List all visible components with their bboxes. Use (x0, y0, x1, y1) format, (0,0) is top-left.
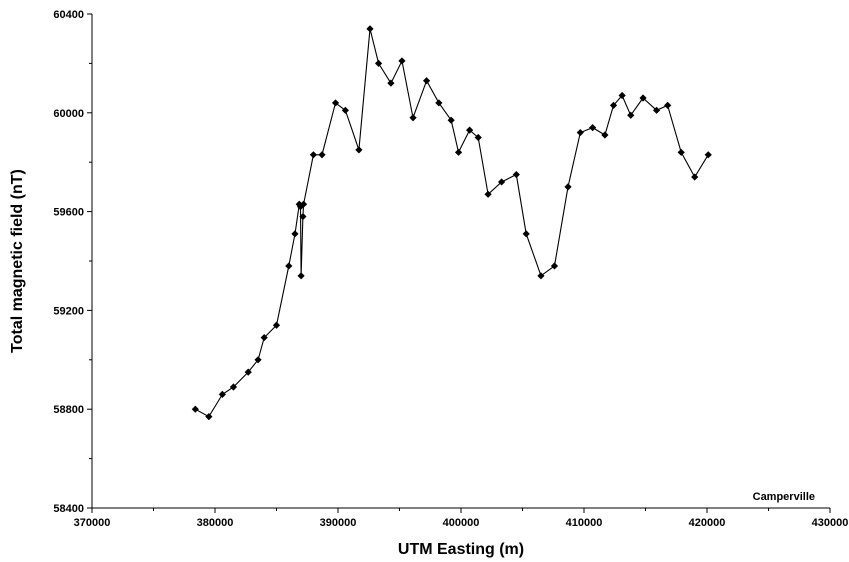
data-point-marker (497, 178, 506, 186)
data-point-marker (299, 212, 307, 221)
data-point-marker (601, 131, 609, 139)
data-point-marker (191, 405, 199, 413)
data-point-marker (522, 230, 530, 238)
data-point-marker (331, 99, 340, 107)
data-point-marker (664, 101, 672, 109)
data-point-marker (474, 133, 482, 142)
data-point-marker (677, 148, 685, 156)
data-point-marker (576, 128, 584, 137)
series-line (195, 28, 709, 418)
y-tick-label: 60400 (53, 9, 84, 21)
data-point-marker (341, 106, 349, 114)
plot-area: 58400 58800 59200 59600 60000 60400 370000 380… (53, 9, 848, 529)
x-tick-label: 400000 (443, 517, 480, 529)
x-tick-label: 420000 (689, 517, 726, 529)
y-tick-label: 58800 (53, 404, 84, 416)
data-point-marker (409, 114, 417, 122)
data-point-marker (447, 116, 455, 124)
x-axis-title: UTM Easting (m) (398, 541, 524, 558)
data-point-marker (297, 272, 305, 280)
data-point-marker (564, 183, 572, 191)
data-point-marker (374, 59, 383, 67)
data-point-marker (589, 124, 597, 132)
data-point-marker (398, 57, 406, 65)
data-point-marker (466, 126, 474, 134)
data-point-marker (291, 230, 299, 238)
data-point-marker (435, 99, 443, 107)
data-point-marker (218, 390, 226, 398)
y-tick-label: 60000 (53, 108, 84, 120)
y-axis-ticks: 58400 58800 59200 59600 60000 60400 (53, 9, 92, 515)
data-point-marker (355, 146, 363, 154)
data-point-marker (618, 91, 626, 100)
data-point-marker (299, 200, 308, 208)
x-tick-label: 380000 (197, 517, 234, 529)
data-point-marker (254, 356, 262, 364)
x-tick-label: 410000 (566, 517, 603, 529)
data-point-marker (366, 25, 374, 33)
x-tick-label: 390000 (320, 517, 357, 529)
data-point-marker (704, 151, 712, 159)
data-point-marker (422, 77, 431, 85)
data-point-marker (639, 94, 647, 102)
data-point-marker (272, 321, 281, 329)
y-tick-label: 58400 (53, 503, 84, 515)
x-tick-label: 430000 (812, 517, 849, 529)
x-axis-ticks: 370000 380000 390000 400000 410000 420000 4300… (74, 508, 849, 529)
series-markers (191, 25, 712, 421)
y-tick-label: 59600 (53, 207, 84, 219)
data-point-marker (318, 151, 326, 159)
data-point-marker (205, 413, 213, 421)
data-point-marker (229, 383, 238, 391)
data-point-marker (609, 101, 618, 109)
x-tick-label: 370000 (74, 517, 111, 529)
data-point-marker (537, 272, 545, 280)
data-point-marker (454, 148, 463, 156)
y-axis-title: Total magnetic field (nT) (9, 169, 26, 353)
data-point-marker (260, 333, 268, 342)
data-point-marker (652, 106, 661, 114)
data-point-marker (309, 151, 317, 159)
y-tick-label: 59200 (53, 305, 84, 317)
data-point-marker (244, 368, 252, 376)
data-point-marker (550, 262, 559, 270)
data-point-marker (484, 190, 492, 198)
data-point-marker (285, 262, 293, 270)
data-point-marker (627, 111, 635, 119)
data-point-marker (296, 203, 305, 211)
annotation-label: Camperville (753, 491, 815, 503)
data-point-marker (387, 79, 395, 87)
data-point-marker (512, 170, 520, 179)
data-point-marker (691, 173, 699, 181)
